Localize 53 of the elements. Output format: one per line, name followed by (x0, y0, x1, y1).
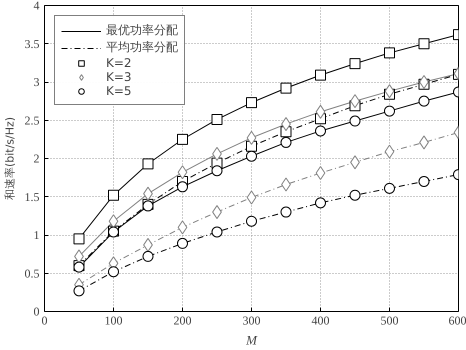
point (418, 96, 430, 107)
x-tick-label: 500 (380, 314, 398, 328)
point (142, 158, 154, 170)
point (350, 116, 360, 127)
point (280, 136, 292, 148)
y-tick-label: 3 (34, 75, 40, 89)
point (246, 216, 257, 227)
y-tick-label: 4 (34, 0, 40, 12)
legend-label: K=3 (106, 70, 132, 84)
x-tick-label: 300 (242, 314, 260, 328)
legend-label: 平均功率分配 (106, 39, 178, 56)
y-axis-title: 和速率(bit/s/Hz) (4, 116, 16, 200)
point (384, 106, 395, 117)
point (212, 114, 222, 125)
x-tick-label: 100 (104, 314, 122, 328)
point (280, 206, 292, 218)
point (246, 150, 257, 162)
point (350, 190, 360, 201)
point (418, 176, 430, 187)
x-tick-label: 600 (448, 314, 466, 328)
point (384, 182, 395, 194)
point (74, 285, 84, 296)
point (315, 197, 326, 208)
legend-label: K=5 (106, 84, 132, 98)
point (315, 70, 326, 81)
point (142, 250, 154, 262)
x-axis-title: M (245, 332, 258, 348)
point (419, 75, 429, 89)
point (246, 97, 257, 108)
point (418, 38, 430, 50)
point (74, 233, 84, 244)
x-tick-label: 200 (174, 314, 192, 328)
y-tick-label: 0.5 (24, 266, 40, 280)
y-tick-label: 1.5 (24, 190, 40, 204)
point (177, 134, 188, 145)
point (384, 47, 395, 58)
point (350, 58, 360, 70)
point (177, 238, 188, 249)
y-tick-label: 2 (34, 152, 40, 166)
point (315, 125, 326, 136)
y-tick-label: 1 (34, 228, 40, 242)
x-tick-label: 400 (312, 314, 330, 328)
point (108, 266, 119, 278)
y-tick-label: 2.5 (24, 113, 40, 128)
y-tick-label: 0 (34, 304, 40, 318)
point (108, 190, 119, 201)
legend-label: 最优功率分配 (106, 22, 178, 39)
point (280, 82, 292, 94)
legend-label: K=2 (106, 56, 132, 70)
point (212, 165, 222, 176)
y-tick-label: 3.5 (24, 36, 40, 51)
point (177, 181, 188, 192)
point (212, 226, 222, 238)
